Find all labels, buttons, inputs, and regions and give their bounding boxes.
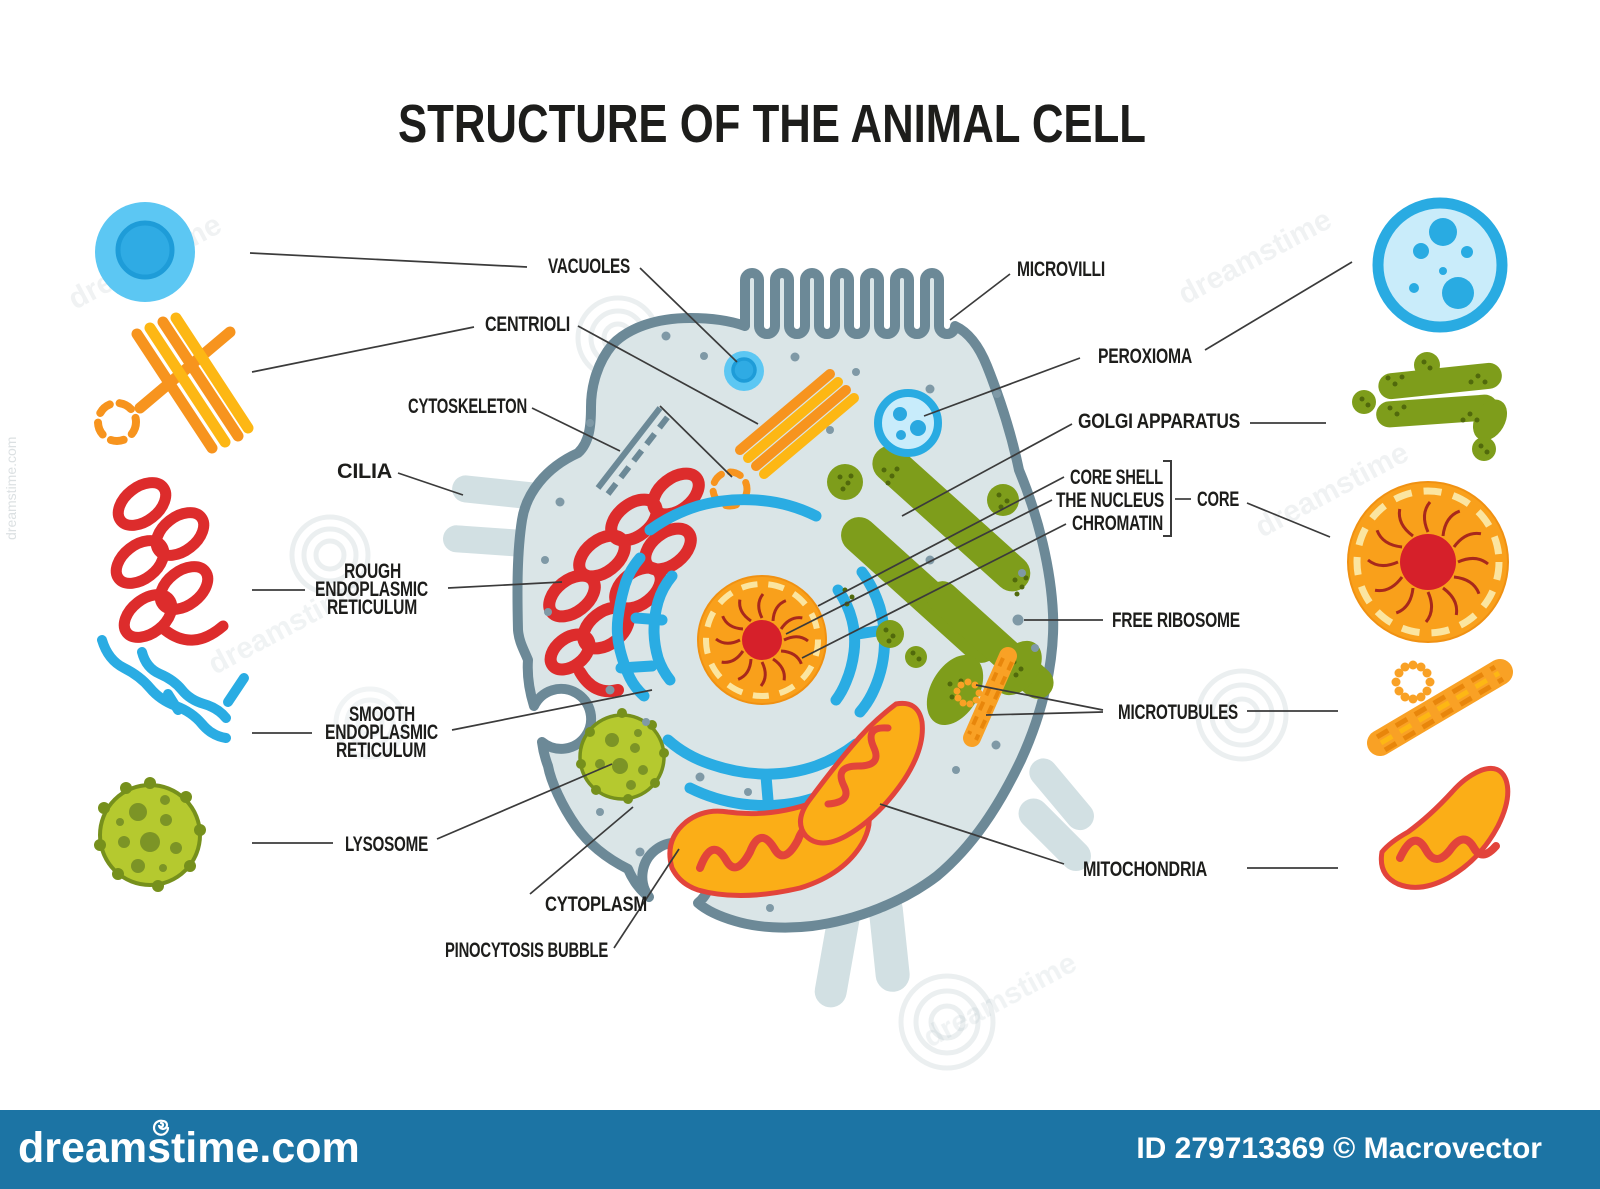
chromatin-filaments xyxy=(715,593,809,687)
label-centrioli: CENTRIOLI xyxy=(485,312,570,336)
labels: VACUOLES CENTRIOLI CYTOSKELETON CILIA RO… xyxy=(315,254,1240,962)
label-the-nucleus: THE NUCLEUS xyxy=(1056,488,1164,512)
label-pinocytosis-bubble: PINOCYTOSIS BUBBLE xyxy=(445,938,608,962)
label-rough-er-3: RETICULUM xyxy=(327,595,417,619)
lysosome xyxy=(576,708,669,804)
label-rough-er-2: ENDOPLASMIC xyxy=(315,577,428,601)
svg-text:dreamstime: dreamstime xyxy=(918,946,1082,1054)
nucleolus xyxy=(742,620,782,660)
image-credit: ID 279713369 © Macrovector xyxy=(1136,1132,1542,1165)
core-icon xyxy=(1347,481,1509,643)
mitochondria-icon xyxy=(1378,765,1511,890)
label-cilia: CILIA xyxy=(337,459,392,483)
microtubules xyxy=(953,647,1017,747)
mitochondrion-upper xyxy=(798,700,925,846)
svg-text:dreamstime.com: dreamstime.com xyxy=(3,437,19,540)
cytoskeleton xyxy=(595,406,673,496)
golgi-apparatus xyxy=(827,445,1054,726)
watermark-bar: dreamstime.com ID 279713369 © Macrovecto… xyxy=(0,1110,1600,1189)
label-vacuoles: VACUOLES xyxy=(548,254,630,278)
label-smooth-er-2: ENDOPLASMIC xyxy=(325,720,438,744)
label-chromatin: CHROMATIN xyxy=(1072,511,1163,535)
cell-diagram: dreamstime dreamstime dreamstime dreamst… xyxy=(3,94,1513,1071)
vacuole xyxy=(724,351,764,391)
nucleus xyxy=(697,575,827,705)
label-smooth-er-1: SMOOTH xyxy=(349,702,415,726)
smooth-er-icon xyxy=(97,635,249,743)
label-smooth-er-3: RETICULUM xyxy=(336,738,426,762)
label-rough-er-1: ROUGH xyxy=(344,559,401,583)
cell-peroxisome-icon xyxy=(1372,197,1508,333)
golgi-icon xyxy=(1352,352,1508,461)
leader-lines xyxy=(249,252,1353,949)
label-peroxioma: PEROXIOMA xyxy=(1098,344,1192,368)
cell-body xyxy=(442,268,1094,1008)
microtubules-icon xyxy=(1367,659,1513,756)
core-bracket xyxy=(1163,460,1172,537)
peroxisome xyxy=(874,389,942,457)
centrioles xyxy=(709,369,859,510)
page-title: STRUCTURE OF THE ANIMAL CELL xyxy=(398,94,1146,154)
label-golgi-apparatus: GOLGI APPARATUS xyxy=(1078,409,1240,433)
label-microtubules: MICROTUBULES xyxy=(1118,700,1238,724)
smooth-endoplasmic-reticulum xyxy=(611,494,890,812)
free-ribosome-labeled xyxy=(1012,614,1024,626)
label-mitochondria: MITOCHONDRIA xyxy=(1083,857,1207,881)
svg-text:dreamstime: dreamstime xyxy=(1173,203,1337,311)
label-cytoskeleton: CYTOSKELETON xyxy=(408,394,527,418)
centrioles-icon xyxy=(94,312,254,454)
rough-er-icon xyxy=(110,477,229,646)
free-ribosomes xyxy=(541,331,1039,912)
label-lysosome: LYSOSOME xyxy=(345,832,428,856)
dreamstime-spiral-icon xyxy=(152,1119,170,1136)
label-core: CORE xyxy=(1197,487,1239,511)
label-cytoplasm: CYTOPLASM xyxy=(545,892,647,916)
vacuole-icon xyxy=(95,202,195,302)
lysosome-icon xyxy=(94,777,206,892)
label-core-shell: CORE SHELL xyxy=(1070,465,1163,489)
label-microvilli: MICROVILLI xyxy=(1017,257,1105,281)
dreamstime-logo: dreamstime.com xyxy=(18,1124,360,1172)
label-free-ribosome: FREE RIBOSOME xyxy=(1112,608,1240,632)
